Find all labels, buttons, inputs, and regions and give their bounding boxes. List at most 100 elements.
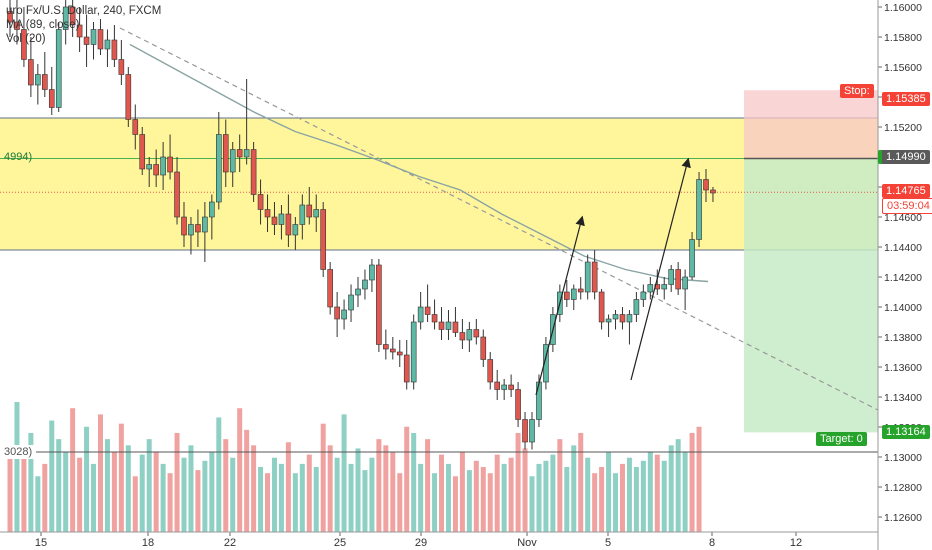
- candle-body: [403, 354, 410, 383]
- trend-arrow-2[interactable]: [630, 157, 691, 381]
- candle-body: [28, 59, 34, 86]
- volume-bar: [42, 463, 48, 532]
- volume-bar: [70, 408, 76, 532]
- candle-body: [612, 314, 619, 320]
- profit-target-zone[interactable]: [744, 158, 878, 433]
- candle-body: [271, 216, 278, 225]
- volume-bar: [7, 457, 13, 532]
- time-tick-label: 29: [415, 537, 427, 549]
- candle-body: [334, 306, 340, 320]
- last-price-badge: 1.14765: [882, 184, 930, 198]
- candle-body: [452, 321, 459, 333]
- volume-bar: [661, 460, 667, 532]
- candle-body: [132, 119, 139, 135]
- volume-bar: [265, 473, 271, 532]
- volume-bar: [640, 460, 646, 532]
- price-tick-label: 1.12600: [884, 512, 922, 524]
- volume-bar: [355, 448, 361, 532]
- volume-bar: [445, 463, 451, 532]
- volume-bar: [592, 473, 598, 532]
- price-zone: [0, 118, 878, 250]
- candle-body: [396, 351, 403, 356]
- candle-body: [139, 134, 146, 170]
- candle-body: [619, 314, 626, 323]
- price-tick-label: 1.13400: [884, 392, 922, 404]
- volume-bar: [654, 454, 660, 532]
- target-label-badge[interactable]: Target: 0: [816, 432, 867, 446]
- volume-bar: [689, 432, 695, 532]
- time-tick-label: Nov: [517, 537, 537, 549]
- candle-body: [104, 39, 111, 50]
- volume-bar: [668, 445, 674, 532]
- volume-bar: [564, 467, 570, 532]
- trend-arrow-1[interactable]: [535, 215, 585, 396]
- volume-bar: [320, 423, 326, 532]
- candle-body: [153, 164, 159, 176]
- volume-bar: [383, 445, 389, 532]
- candle-body: [348, 294, 354, 311]
- volume-bar: [418, 463, 424, 532]
- bar-countdown: 03:59:04: [882, 198, 932, 214]
- volume-bar: [473, 460, 479, 532]
- volume-bar: [84, 426, 90, 532]
- volume-bar: [404, 426, 410, 532]
- volume-bar: [647, 451, 653, 532]
- volume-bar: [209, 451, 215, 532]
- candle-body: [167, 156, 173, 173]
- candle-body: [250, 149, 257, 195]
- volume-bar: [230, 457, 236, 532]
- candle-body: [76, 24, 83, 38]
- candle-body: [111, 39, 118, 60]
- volume-bar: [167, 473, 173, 532]
- volume-bar: [153, 451, 159, 532]
- volume-bar: [501, 463, 507, 532]
- candle-body: [181, 216, 187, 236]
- price-tick-label: 1.15600: [884, 62, 922, 74]
- stop-label-badge[interactable]: Stop:: [840, 84, 874, 98]
- candle-body: [438, 321, 445, 330]
- volume-bar: [411, 432, 417, 532]
- candle-body: [661, 284, 668, 290]
- volume-bar: [682, 451, 688, 532]
- candle-body: [355, 288, 361, 296]
- volume-indicator-label[interactable]: Vol (20): [6, 33, 46, 45]
- moving-average-line: [129, 43, 709, 283]
- price-tick-label: 1.13600: [884, 362, 922, 374]
- volume-bar: [585, 457, 591, 532]
- volume-bar: [63, 451, 69, 532]
- candle-body: [327, 269, 333, 308]
- volume-bar: [292, 473, 298, 532]
- volume-bar: [285, 442, 291, 532]
- volume-bar: [160, 463, 166, 532]
- ma-indicator-label[interactable]: MA (89, close): [6, 19, 80, 31]
- volume-bar: [696, 426, 702, 532]
- candle-body: [480, 336, 487, 360]
- time-tick-label: 15: [35, 537, 47, 549]
- price-tick-label: 1.13800: [884, 332, 922, 344]
- candle-body: [174, 171, 180, 218]
- legend: uro Fx/U.S. Dollar, 240, FXCM MA (89, cl…: [6, 4, 161, 46]
- candle-body: [62, 6, 69, 30]
- volume-bar: [390, 451, 396, 532]
- volume-bar: [97, 414, 103, 532]
- price-tick-label: 1.14200: [884, 272, 922, 284]
- candle-body: [160, 156, 166, 176]
- volume-bar: [348, 463, 354, 532]
- price-tick-label: 1.15800: [884, 32, 922, 44]
- candle-body: [41, 74, 48, 90]
- volume-bar: [49, 420, 55, 532]
- candle-body: [90, 29, 97, 45]
- time-axis[interactable]: [0, 532, 932, 550]
- candle-body: [473, 329, 480, 338]
- price-tick-label: 1.14400: [884, 242, 922, 254]
- candle-body: [445, 321, 452, 330]
- candle-body: [257, 194, 264, 210]
- candle-body: [570, 288, 577, 300]
- candle-body: [383, 344, 389, 350]
- price-axis[interactable]: [878, 0, 932, 550]
- trendline[interactable]: [119, 27, 879, 411]
- price-tick-label: 1.16000: [884, 2, 922, 14]
- stop-loss-zone[interactable]: [744, 90, 878, 159]
- candle-body: [508, 384, 514, 390]
